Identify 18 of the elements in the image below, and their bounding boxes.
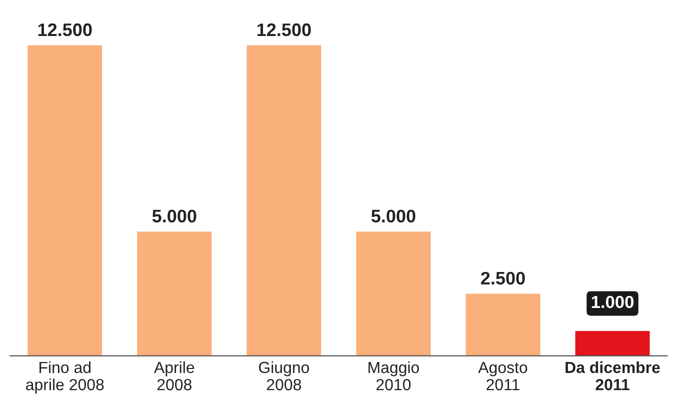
x-tick-label: Fino ad aprile 2008	[26, 361, 104, 394]
data-label: 2.500	[481, 272, 525, 285]
x-tick-label: Aprile 2008	[154, 361, 194, 390]
bar	[356, 232, 431, 356]
bar	[137, 232, 212, 356]
bar	[575, 330, 650, 356]
data-label: 5.000	[152, 210, 196, 222]
x-tick-label: Giugno 2008	[258, 361, 310, 390]
bar	[28, 45, 102, 356]
x-tick-label: Agosto 2011	[478, 362, 528, 390]
bar	[466, 294, 540, 356]
bar	[246, 45, 322, 356]
data-label: 5.000	[371, 210, 416, 222]
data-label: 1.000	[592, 296, 634, 308]
data-label: 12.500	[257, 23, 311, 36]
x-tick-label: Da dicembre 2011	[566, 361, 660, 390]
x-tick-label: Maggio 2010	[368, 361, 419, 390]
data-label: 12.500	[38, 23, 92, 36]
